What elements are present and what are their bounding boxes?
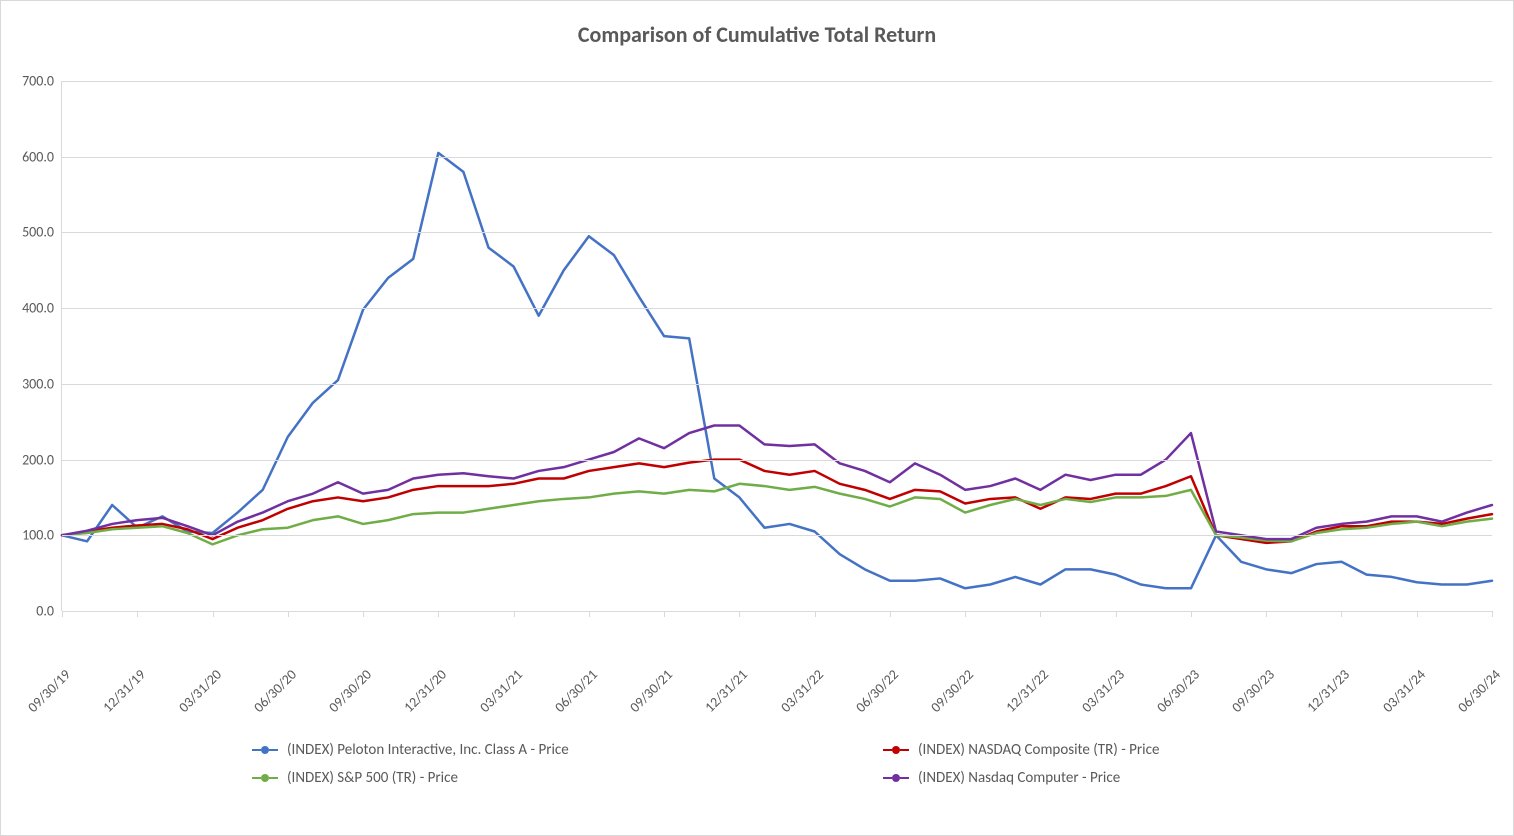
x-tick-mark bbox=[1417, 611, 1418, 617]
x-tick-mark bbox=[1116, 611, 1117, 617]
legend-item: (INDEX) Peloton Interactive, Inc. Class … bbox=[251, 741, 569, 759]
legend-item: (INDEX) Nasdaq Computer - Price bbox=[882, 769, 1120, 787]
x-tick-label: 09/30/22 bbox=[927, 666, 977, 716]
x-tick-mark bbox=[664, 611, 665, 617]
gridline bbox=[62, 535, 1492, 536]
gridline bbox=[62, 611, 1492, 612]
x-tick-mark bbox=[438, 611, 439, 617]
x-tick-mark bbox=[1191, 611, 1192, 617]
gridline bbox=[62, 308, 1492, 309]
legend-swatch bbox=[251, 746, 279, 754]
x-tick-label: 09/30/19 bbox=[24, 666, 74, 716]
y-tick-label: 300.0 bbox=[22, 375, 62, 392]
x-tick-label: 06/30/24 bbox=[1454, 666, 1504, 716]
x-tick-mark bbox=[137, 611, 138, 617]
x-tick-mark bbox=[288, 611, 289, 617]
gridline bbox=[62, 81, 1492, 82]
gridline bbox=[62, 232, 1492, 233]
legend-label: (INDEX) Nasdaq Computer - Price bbox=[918, 769, 1120, 787]
x-tick-mark bbox=[363, 611, 364, 617]
gridline bbox=[62, 460, 1492, 461]
x-tick-label: 06/30/23 bbox=[1153, 666, 1203, 716]
x-tick-label: 12/31/22 bbox=[1003, 666, 1053, 716]
chart-container: Comparison of Cumulative Total Return 0.… bbox=[0, 0, 1514, 836]
x-tick-label: 03/31/24 bbox=[1379, 666, 1429, 716]
series-line bbox=[62, 460, 1492, 543]
legend-label: (INDEX) Peloton Interactive, Inc. Class … bbox=[287, 741, 569, 759]
y-tick-label: 200.0 bbox=[22, 451, 62, 468]
x-tick-mark bbox=[965, 611, 966, 617]
x-tick-label: 03/31/22 bbox=[777, 666, 827, 716]
x-tick-mark bbox=[1040, 611, 1041, 617]
x-tick-label: 12/31/23 bbox=[1304, 666, 1354, 716]
chart-title: Comparison of Cumulative Total Return bbox=[1, 1, 1513, 48]
x-tick-label: 06/30/22 bbox=[852, 666, 902, 716]
y-tick-label: 400.0 bbox=[22, 300, 62, 317]
y-tick-label: 100.0 bbox=[22, 527, 62, 544]
x-tick-label: 03/31/23 bbox=[1078, 666, 1128, 716]
legend-swatch bbox=[251, 774, 279, 782]
x-tick-label: 12/31/20 bbox=[401, 666, 451, 716]
x-tick-mark bbox=[589, 611, 590, 617]
legend-item: (INDEX) NASDAQ Composite (TR) - Price bbox=[882, 741, 1159, 759]
x-tick-mark bbox=[890, 611, 891, 617]
x-tick-label: 12/31/19 bbox=[99, 666, 149, 716]
x-tick-mark bbox=[213, 611, 214, 617]
series-line bbox=[62, 153, 1492, 588]
y-tick-label: 0.0 bbox=[36, 603, 62, 620]
x-tick-mark bbox=[1266, 611, 1267, 617]
chart-lines-svg bbox=[62, 81, 1492, 611]
gridline bbox=[62, 157, 1492, 158]
gridline bbox=[62, 384, 1492, 385]
legend-label: (INDEX) S&P 500 (TR) - Price bbox=[287, 769, 458, 787]
plot-area: 0.0100.0200.0300.0400.0500.0600.0700.009… bbox=[61, 81, 1492, 611]
x-tick-mark bbox=[815, 611, 816, 617]
legend-swatch bbox=[882, 774, 910, 782]
x-tick-label: 09/30/20 bbox=[325, 666, 375, 716]
x-tick-label: 09/30/23 bbox=[1228, 666, 1278, 716]
y-tick-label: 600.0 bbox=[22, 148, 62, 165]
x-tick-mark bbox=[62, 611, 63, 617]
legend-item: (INDEX) S&P 500 (TR) - Price bbox=[251, 769, 458, 787]
x-tick-mark bbox=[739, 611, 740, 617]
x-tick-label: 03/31/20 bbox=[175, 666, 225, 716]
x-tick-label: 03/31/21 bbox=[476, 666, 526, 716]
legend-label: (INDEX) NASDAQ Composite (TR) - Price bbox=[918, 741, 1159, 759]
x-tick-mark bbox=[1341, 611, 1342, 617]
y-tick-label: 500.0 bbox=[22, 224, 62, 241]
x-tick-label: 06/30/20 bbox=[250, 666, 300, 716]
x-tick-mark bbox=[514, 611, 515, 617]
x-tick-label: 06/30/21 bbox=[551, 666, 601, 716]
y-tick-label: 700.0 bbox=[22, 73, 62, 90]
x-tick-mark bbox=[1492, 611, 1493, 617]
legend: (INDEX) Peloton Interactive, Inc. Class … bbox=[1, 741, 1513, 787]
series-line bbox=[62, 426, 1492, 540]
x-tick-label: 09/30/21 bbox=[626, 666, 676, 716]
x-tick-label: 12/31/21 bbox=[702, 666, 752, 716]
legend-swatch bbox=[882, 746, 910, 754]
